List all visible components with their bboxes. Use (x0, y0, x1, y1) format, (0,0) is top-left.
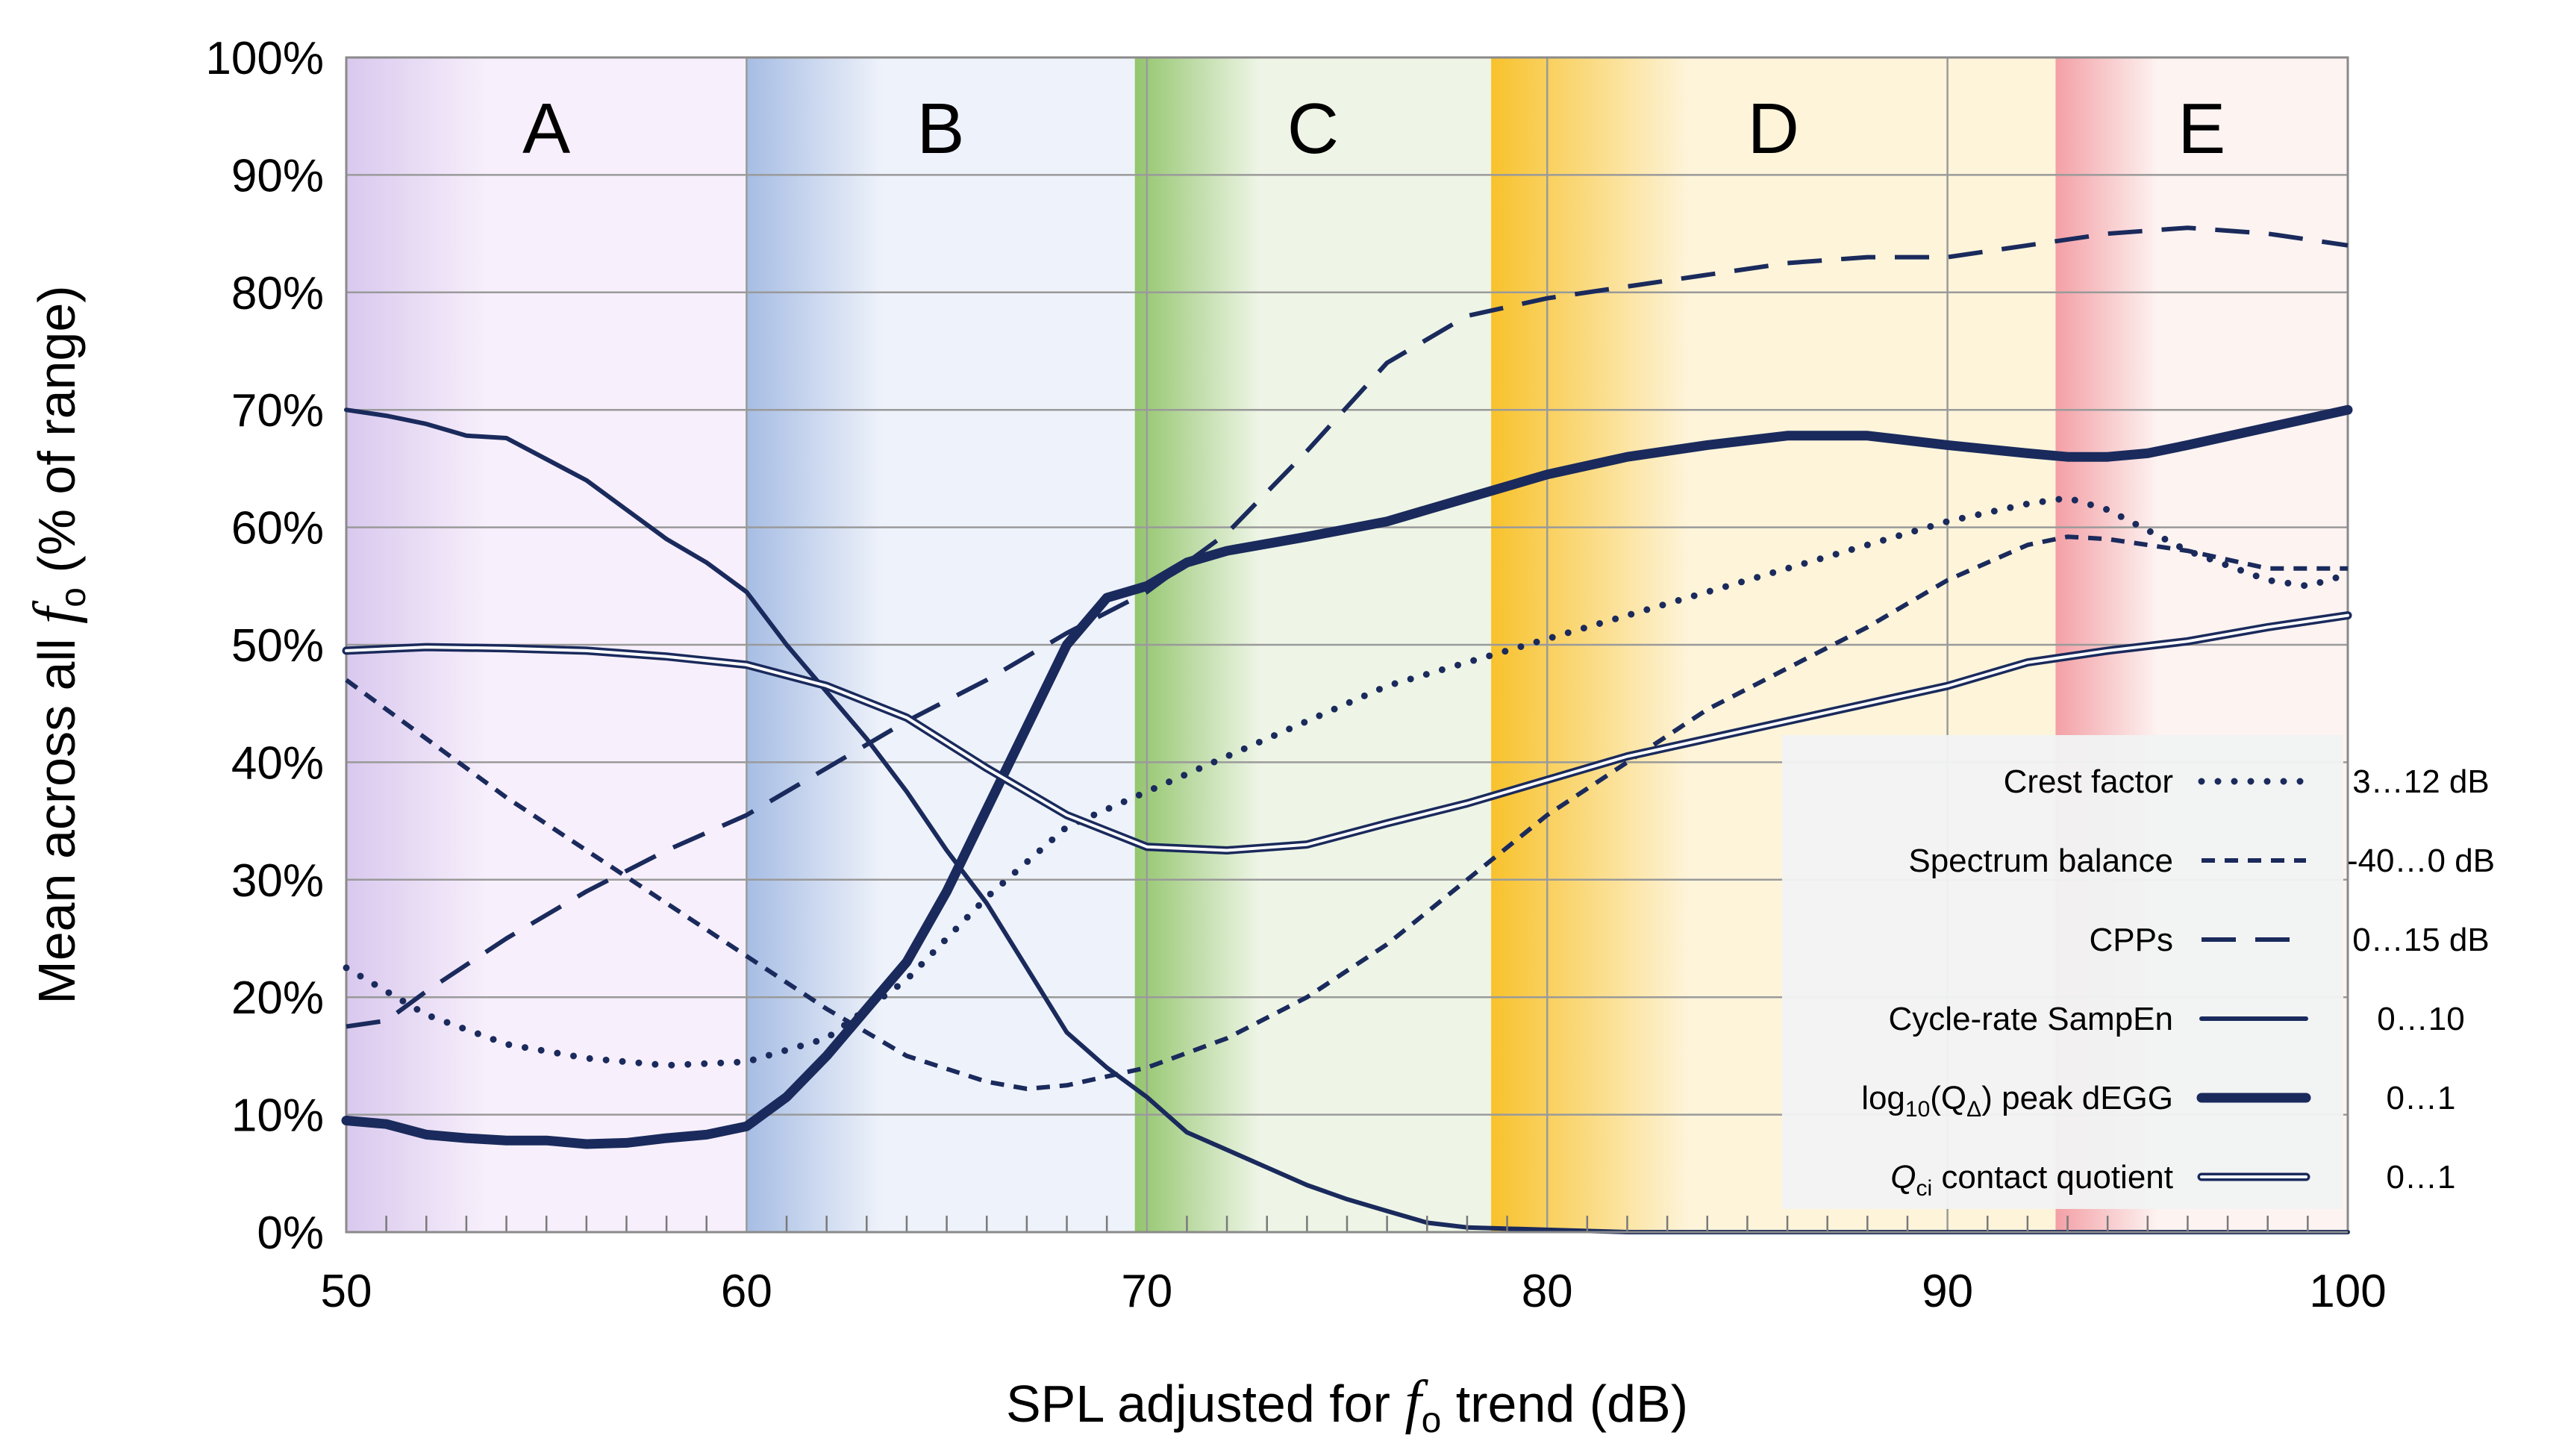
series-line-qci-contact-quotient-inner (345, 613, 2349, 852)
region-label-D: D (1748, 89, 1799, 169)
legend-range: -40…0 dB (2347, 843, 2495, 879)
y-tick-label: 70% (231, 385, 324, 437)
x-tick-label: 100 (2309, 1266, 2386, 1317)
y-tick-label: 10% (231, 1090, 324, 1142)
y-tick-label: 40% (231, 737, 324, 789)
series-line-cycle-rate-sampen (344, 407, 2350, 1234)
y-tick-label: 50% (231, 620, 324, 672)
legend-label: Spectrum balance (1908, 843, 2173, 879)
legend-label: Qci contact quotient (1890, 1159, 2173, 1201)
y-axis-title-subscript: o (54, 587, 93, 607)
legend: Crest factor 3…12 dB Spectrum balance -40…0… (1782, 735, 2495, 1209)
legend-range: 0…15 dB (2352, 922, 2489, 958)
series-line-spectrum-balance (345, 534, 2348, 1091)
x-tick-label: 80 (1522, 1266, 1573, 1317)
legend-range: 0…1 (2387, 1159, 2456, 1196)
region-label-E: E (2178, 89, 2225, 169)
legend-label: CPPs (2090, 922, 2173, 958)
x-tick-label: 50 (321, 1266, 372, 1317)
x-axis-title-text: SPL adjusted for (1006, 1375, 1404, 1433)
series-line-log10-q-peak-degg (341, 404, 2353, 1149)
x-axis-title: SPL adjusted for fo trend (dB) (1006, 1369, 1688, 1440)
region-labels: A B C D E (522, 89, 2225, 169)
x-tick-label: 60 (721, 1266, 772, 1317)
y-axis-title: Mean across all fo (% of range) (22, 285, 93, 1004)
region-label-A: A (522, 89, 570, 169)
y-tick-label: 100% (205, 33, 324, 84)
series-lines (341, 225, 2353, 1234)
legend-range: 3…12 dB (2352, 763, 2489, 800)
y-tick-label: 90% (231, 150, 324, 201)
x-tick-label: 90 (1922, 1266, 1973, 1317)
x-axis-title-text: trend (dB) (1441, 1375, 1688, 1433)
y-tick-label: 80% (231, 268, 324, 319)
region-label-B: B (917, 89, 965, 169)
x-tick-label: 70 (1121, 1266, 1172, 1317)
axes: 0% 10% 20% 30% 40% 50% 60% 70% 80% 90% 100% 50 60 70 8… (22, 33, 2387, 1440)
y-axis-title-text: (% of range) (28, 285, 86, 587)
y-tick-label: 30% (231, 855, 324, 907)
y-tick-label: 20% (231, 972, 324, 1024)
y-axis-title-text: Mean across all (28, 624, 86, 1004)
y-tick-label: 60% (231, 503, 324, 554)
legend-label: log10(QΔ) peak dEGG (1861, 1080, 2173, 1122)
legend-label: Crest factor (2004, 763, 2173, 800)
x-axis-title-subscript: o (1422, 1401, 1442, 1440)
region-label-C: C (1287, 89, 1339, 169)
series-line-cpps (346, 225, 2349, 1029)
legend-box (1782, 735, 2343, 1209)
legend-label: Cycle-rate SampEn (1889, 1001, 2173, 1037)
series-line-crest-factor (343, 494, 2352, 1069)
legend-range: 0…1 (2387, 1080, 2456, 1116)
y-tick-label: 0% (257, 1207, 324, 1259)
legend-range: 0…10 (2377, 1001, 2464, 1037)
